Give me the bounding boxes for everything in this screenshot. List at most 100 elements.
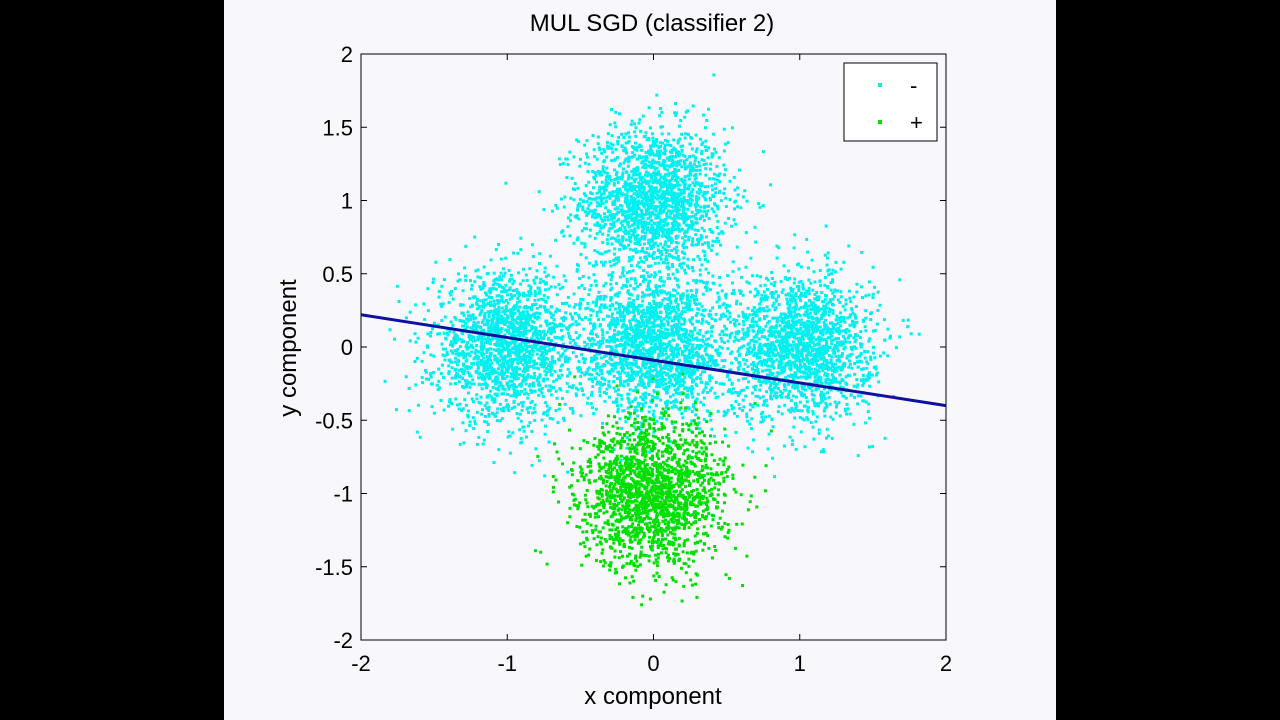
data-point bbox=[567, 357, 571, 361]
data-point bbox=[540, 391, 544, 395]
data-point bbox=[639, 193, 643, 197]
data-point bbox=[462, 372, 465, 376]
data-point bbox=[525, 310, 529, 314]
data-point bbox=[584, 194, 588, 198]
data-point bbox=[644, 222, 648, 226]
data-point bbox=[686, 132, 690, 136]
data-point bbox=[565, 347, 569, 351]
data-point bbox=[661, 245, 665, 249]
data-point bbox=[499, 354, 503, 358]
data-point bbox=[599, 217, 603, 221]
data-point bbox=[710, 184, 714, 188]
data-point bbox=[784, 321, 788, 325]
data-point bbox=[519, 282, 522, 286]
data-point bbox=[805, 341, 809, 345]
data-point bbox=[868, 280, 871, 284]
data-point bbox=[482, 281, 486, 284]
data-point bbox=[589, 313, 593, 317]
data-point bbox=[832, 370, 836, 373]
data-point bbox=[780, 341, 784, 345]
data-point bbox=[659, 125, 663, 129]
data-point bbox=[694, 172, 698, 176]
data-point bbox=[683, 175, 687, 179]
data-point bbox=[492, 329, 496, 333]
data-point bbox=[813, 404, 817, 408]
data-point bbox=[709, 162, 713, 166]
data-point bbox=[762, 379, 766, 383]
data-point bbox=[817, 295, 821, 299]
data-point bbox=[823, 326, 827, 330]
data-point bbox=[557, 283, 561, 287]
data-point bbox=[512, 394, 516, 398]
data-point bbox=[557, 407, 561, 411]
data-point bbox=[572, 292, 576, 296]
data-point bbox=[635, 157, 639, 161]
data-point bbox=[636, 195, 640, 199]
data-point bbox=[828, 332, 832, 336]
data-point bbox=[817, 370, 821, 374]
data-point bbox=[690, 210, 694, 214]
data-point bbox=[647, 160, 651, 164]
data-point bbox=[613, 199, 617, 203]
data-point bbox=[670, 148, 674, 152]
data-point bbox=[613, 207, 617, 211]
data-point bbox=[667, 132, 671, 136]
data-point bbox=[859, 345, 863, 349]
data-point bbox=[639, 213, 643, 217]
data-point bbox=[593, 171, 597, 175]
data-point bbox=[665, 168, 669, 172]
data-point bbox=[886, 327, 890, 331]
data-point bbox=[717, 232, 721, 236]
data-point bbox=[671, 228, 675, 232]
data-point bbox=[636, 223, 640, 227]
data-point bbox=[843, 364, 846, 368]
data-point bbox=[473, 324, 477, 328]
data-point bbox=[579, 374, 583, 378]
data-point bbox=[524, 331, 528, 335]
data-point bbox=[823, 387, 826, 391]
data-point bbox=[655, 166, 659, 170]
data-point bbox=[575, 323, 579, 327]
data-point bbox=[684, 212, 688, 216]
data-point bbox=[785, 322, 789, 326]
data-point bbox=[652, 140, 656, 144]
data-point bbox=[706, 185, 710, 189]
data-point bbox=[796, 376, 800, 380]
data-point bbox=[848, 315, 852, 319]
data-point bbox=[430, 405, 434, 409]
data-point bbox=[510, 316, 514, 320]
data-point bbox=[715, 226, 719, 229]
data-point bbox=[795, 285, 799, 289]
data-point bbox=[778, 324, 782, 328]
data-point bbox=[678, 162, 682, 166]
data-point bbox=[662, 159, 666, 163]
data-point bbox=[707, 146, 711, 150]
data-point bbox=[640, 161, 644, 165]
data-point bbox=[735, 245, 739, 249]
data-point bbox=[494, 312, 498, 316]
data-point bbox=[734, 330, 738, 334]
data-point bbox=[801, 394, 805, 398]
data-point bbox=[691, 169, 694, 173]
data-point bbox=[691, 221, 695, 225]
data-point bbox=[788, 366, 792, 370]
data-point bbox=[522, 334, 526, 338]
data-point bbox=[745, 386, 749, 389]
data-point bbox=[697, 237, 701, 241]
data-point bbox=[861, 296, 864, 299]
data-point bbox=[673, 168, 677, 171]
data-point bbox=[496, 325, 499, 329]
data-point bbox=[852, 295, 856, 299]
data-point bbox=[667, 203, 671, 207]
data-point bbox=[759, 299, 763, 303]
data-point bbox=[809, 421, 813, 424]
data-point bbox=[538, 262, 541, 265]
data-point bbox=[540, 365, 544, 369]
data-point bbox=[786, 315, 790, 319]
data-point bbox=[742, 358, 746, 362]
data-point bbox=[675, 184, 679, 188]
data-point bbox=[532, 320, 536, 324]
data-point bbox=[696, 240, 700, 244]
data-point bbox=[581, 205, 585, 209]
data-point bbox=[683, 167, 687, 171]
